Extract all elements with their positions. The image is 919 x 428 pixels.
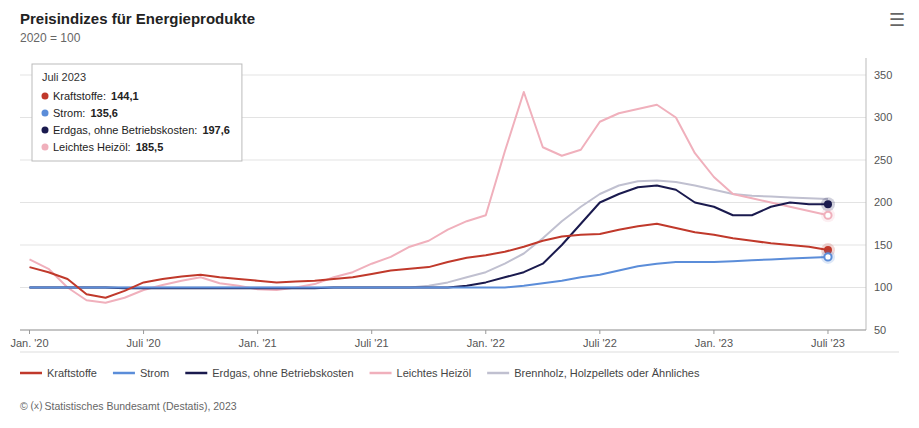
tooltip-dot [42, 144, 49, 151]
end-marker [824, 200, 832, 208]
tooltip-label: Kraftstoffe: [53, 90, 109, 102]
grid-line [20, 245, 866, 246]
x-axis: Jan. '20 Juli '20 Jan. '21 Juli '21 Jan. '22… [10, 330, 866, 349]
x-tick [485, 330, 486, 334]
x-tick [827, 330, 828, 334]
legend-label: Erdgas, ohne Betriebskosten [212, 367, 353, 379]
tooltip-value: 135,6 [90, 107, 118, 119]
marker-halo [821, 208, 835, 222]
legend-swatch [487, 372, 509, 375]
y-axis-line [866, 58, 867, 330]
y-tick-label: 100 [874, 281, 892, 293]
y-tick-label: 200 [874, 196, 892, 208]
tooltip: Juli 2023 Kraftstoffe: 144,1 Strom: 135,6 E… [32, 64, 242, 161]
y-tick-label: 300 [874, 111, 892, 123]
tooltip-value: 185,5 [136, 141, 164, 153]
legend-swatch [20, 372, 42, 375]
x-tick-label: Juli '22 [583, 337, 617, 349]
x-tick-label: Jan. '20 [10, 337, 48, 349]
menu-icon: ☰ [889, 10, 905, 30]
x-tick [143, 330, 144, 334]
x-tick-label: Juli '23 [811, 337, 845, 349]
legend-label: Leichtes Heizöl [397, 367, 472, 379]
y-tick-label: 50 [874, 324, 886, 336]
tooltip-value: 144,1 [111, 90, 139, 102]
chart: Preisindizes für Energieprodukte 2020 = 1… [0, 0, 919, 428]
end-marker [824, 212, 831, 219]
x-tick [257, 330, 258, 334]
x-tick [29, 330, 30, 334]
x-tick-label: Juli '20 [127, 337, 161, 349]
footer: © ⒳ Statistisches Bundesamt (Destatis), … [20, 400, 237, 412]
x-axis-line [20, 330, 866, 331]
plot-area [30, 92, 835, 303]
x-tick [599, 330, 600, 334]
legend-swatch [113, 372, 135, 375]
tooltip-label: Strom: [53, 107, 88, 119]
tooltip-dot [42, 110, 49, 117]
legend-swatch [185, 372, 207, 375]
x-tick-label: Juli '21 [355, 337, 389, 349]
tooltip-box [32, 64, 242, 161]
x-tick-label: Jan. '23 [695, 337, 733, 349]
legend: Kraftstoffe Strom Erdgas, ohne Betriebskos… [20, 367, 700, 379]
grid-line [20, 330, 866, 331]
legend-label: Kraftstoffe [47, 367, 97, 379]
tooltip-title: Juli 2023 [42, 71, 86, 83]
tooltip-dot [42, 93, 49, 100]
tooltip-label: Erdgas, ohne Betriebskosten: [53, 124, 200, 136]
y-tick-label: 350 [874, 69, 892, 81]
series-line [30, 92, 828, 303]
x-tick [713, 330, 714, 334]
title: Preisindizes für Energieprodukte [20, 10, 255, 27]
y-axis: 50 100 150 200 250 300 350 [20, 58, 892, 336]
series-line [30, 224, 828, 298]
marker-halo [821, 250, 835, 264]
series-line [30, 186, 828, 289]
tooltip-label: Leichtes Heizöl: [53, 141, 134, 153]
tooltip-value: 197,6 [202, 124, 230, 136]
x-tick-label: Jan. '22 [467, 337, 505, 349]
x-tick-label: Jan. '21 [239, 337, 277, 349]
legend-label: Strom [140, 367, 169, 379]
end-marker [824, 253, 831, 260]
x-tick [371, 330, 372, 334]
separator [20, 352, 899, 353]
subtitle: 2020 = 100 [20, 31, 81, 45]
grid-line [20, 202, 866, 203]
y-tick-label: 150 [874, 239, 892, 251]
legend-label: Brennholz, Holzpellets oder Ähnliches [514, 367, 700, 379]
tooltip-dot [42, 127, 49, 134]
legend-swatch [370, 372, 392, 375]
series-line [30, 257, 828, 288]
y-tick-label: 250 [874, 154, 892, 166]
